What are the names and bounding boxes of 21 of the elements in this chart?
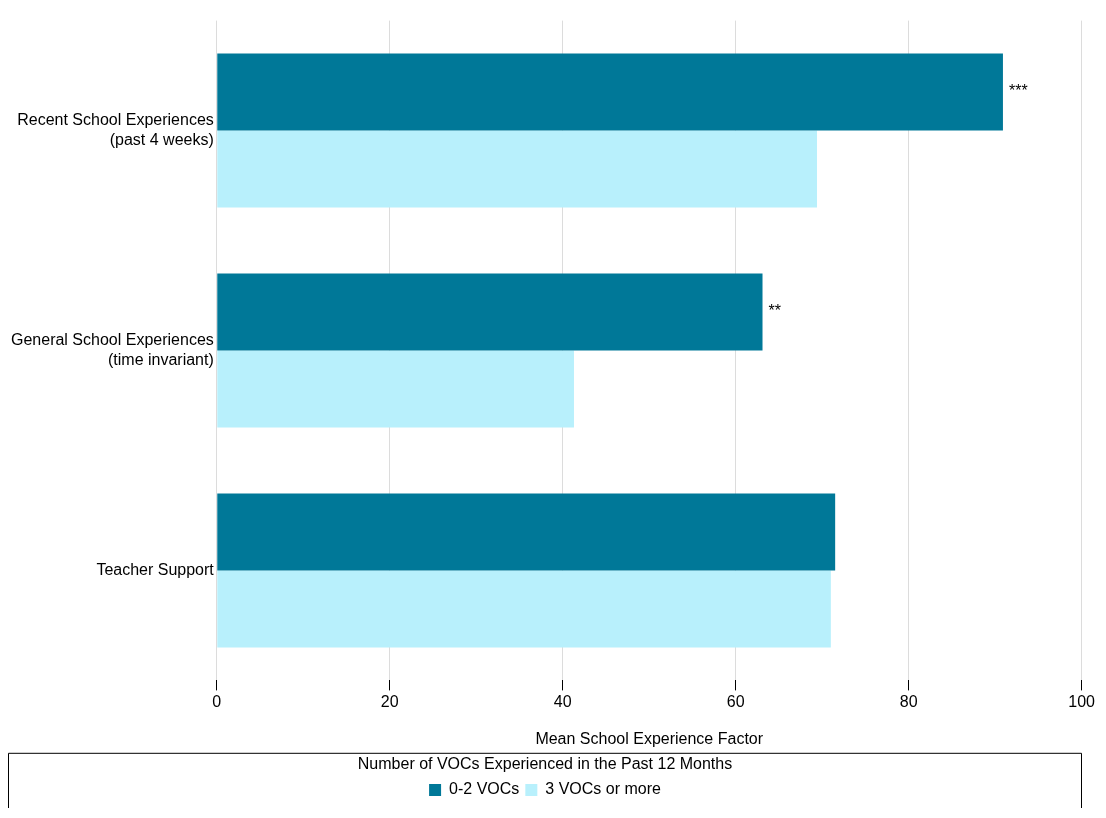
x-axis-title: Mean School Experience Factor <box>535 729 764 747</box>
bar <box>217 130 817 208</box>
bar <box>217 273 763 351</box>
x-tick-label: 100 <box>1068 693 1096 711</box>
x-tick-label: 60 <box>726 693 745 711</box>
y-tick-label: General School Experiences (time invariant) <box>11 331 214 368</box>
legend-title: Number of VOCs Experienced in the Past 12 Months <box>357 755 733 773</box>
bar <box>217 493 836 571</box>
bar <box>217 350 574 428</box>
legend-label: 3 VOCs or more <box>545 780 662 798</box>
x-tick-label: 20 <box>380 693 399 711</box>
legend-label: 0-2 VOCs <box>449 780 520 798</box>
bar <box>217 570 831 648</box>
x-tick-label: 40 <box>553 693 572 711</box>
y-tick-label: Recent School Experiences (past 4 weeks) <box>17 111 214 148</box>
annotation: ** <box>768 302 781 320</box>
x-tick-label: 0 <box>212 693 222 711</box>
x-tick-label: 80 <box>899 693 918 711</box>
annotation: *** <box>1008 82 1028 100</box>
bar <box>217 53 1003 131</box>
y-tick-label: Teacher Support <box>96 560 215 578</box>
